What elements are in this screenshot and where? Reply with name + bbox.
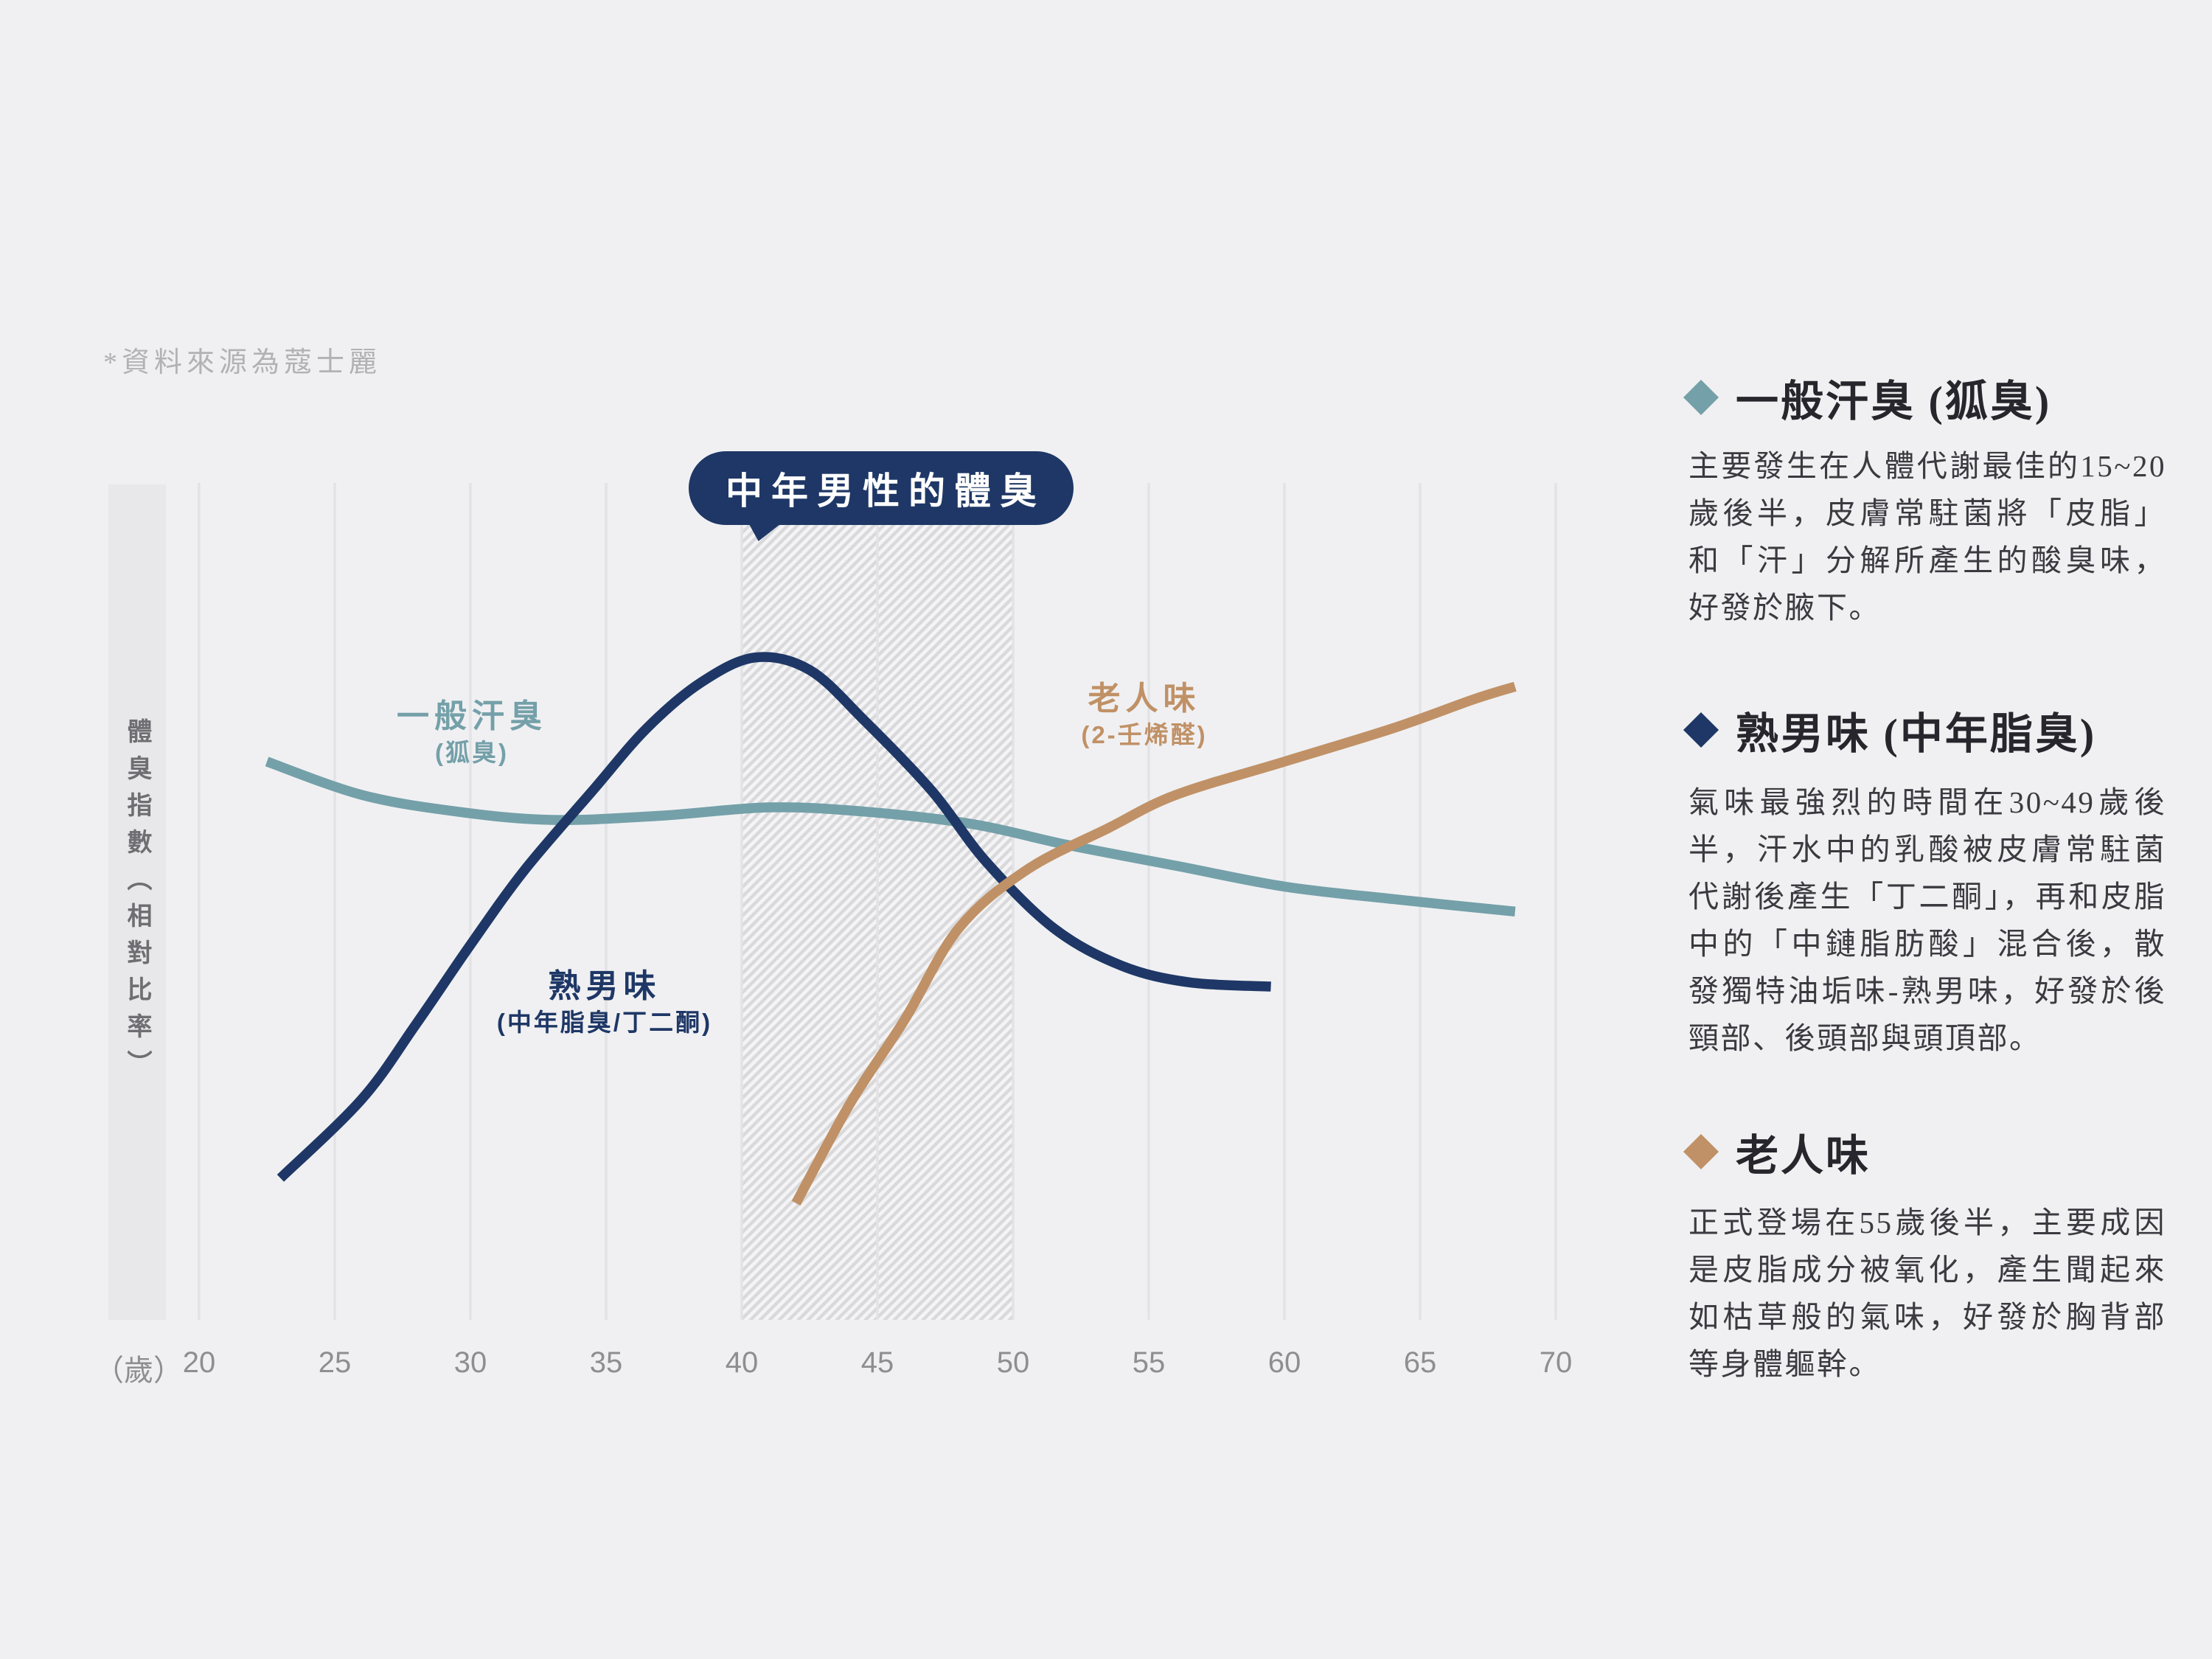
x-tick-25: 25 — [318, 1346, 352, 1379]
y-axis-label: 體臭指數（相對比率） — [123, 717, 151, 1087]
x-tick-55: 55 — [1132, 1346, 1166, 1379]
x-tick-30: 30 — [453, 1346, 487, 1379]
curve-label-middle-sub: (中年脂臭/丁二酮) — [496, 1009, 713, 1036]
curve-label-old-age: 老人味 (2-壬烯醛) — [1081, 680, 1207, 752]
chart-title-bubble: 中年男性的體臭 — [689, 451, 1074, 525]
diamond-icon — [1683, 1133, 1719, 1170]
curve-2 — [791, 681, 1517, 1206]
x-tick-45: 45 — [860, 1346, 894, 1379]
x-tick-70: 70 — [1539, 1346, 1573, 1379]
section-title: 老人味 — [1736, 1132, 1871, 1180]
diamond-icon — [1683, 379, 1719, 416]
chart-title: 中年男性的體臭 — [726, 470, 1046, 512]
curve-label-sweat-sub: (狐臭) — [435, 739, 509, 766]
section-body-middle: 氣味最強烈的時間在30~49歲後半，汗水中的乳酸被皮膚常駐菌代謝後產生「丁二酮」… — [1688, 785, 2166, 1055]
section-heading-sweat: 一般汗臭 (狐臭) — [1683, 366, 2052, 428]
curve-label-sweat-name: 一般汗臭 — [397, 698, 547, 734]
curve-1 — [276, 652, 1271, 1182]
x-tick-20: 20 — [182, 1346, 216, 1379]
source-note: *資料來源為蔻士麗 — [103, 347, 382, 378]
x-axis: （歲） 20 25 30 35 40 45 50 55 60 65 70 — [0, 1346, 2212, 1391]
section-heading-old: 老人味 — [1683, 1121, 1871, 1183]
curve-label-old-name: 老人味 — [1088, 681, 1201, 717]
x-tick-40: 40 — [725, 1346, 759, 1379]
curve-0 — [265, 757, 1516, 917]
curve-label-old-sub: (2-壬烯醛) — [1081, 721, 1208, 748]
curve-label-middle-name: 熟男味 — [548, 968, 661, 1004]
section-title: 一般汗臭 (狐臭) — [1736, 378, 2052, 425]
x-tick-60: 60 — [1267, 1346, 1301, 1379]
section-heading-middle: 熟男味 (中年脂臭) — [1683, 699, 2097, 761]
x-tick-50: 50 — [996, 1346, 1030, 1379]
section-body-sweat: 主要發生在人體代謝最佳的15~20歲後半，皮膚常駐菌將「皮脂」和「汗」分解所產生… — [1688, 449, 2166, 625]
section-body-old: 正式登場在55歲後半，主要成因是皮脂成分被氧化，產生聞起來如枯草般的氣味，好發於… — [1688, 1206, 2166, 1381]
section-title: 熟男味 (中年脂臭) — [1736, 710, 2097, 758]
diamond-icon — [1683, 712, 1719, 748]
curve-label-sweat: 一般汗臭 (狐臭) — [397, 698, 547, 770]
x-axis-unit-label: （歲） — [94, 1354, 183, 1387]
x-tick-65: 65 — [1403, 1346, 1437, 1379]
y-axis-band — [108, 484, 166, 1320]
x-tick-35: 35 — [589, 1346, 623, 1379]
curve-label-middle-aged: 熟男味 (中年脂臭/丁二酮) — [497, 967, 712, 1040]
